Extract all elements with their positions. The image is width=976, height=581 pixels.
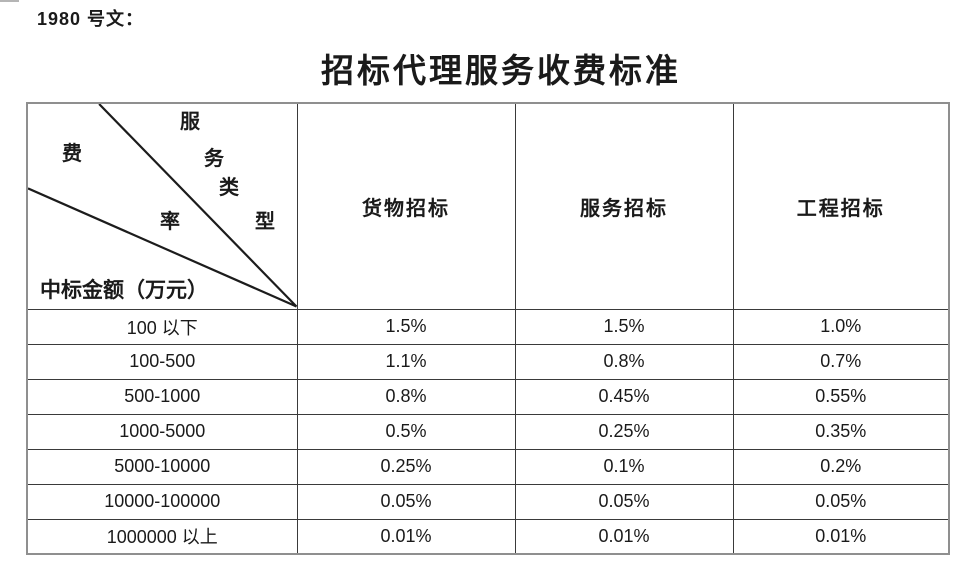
fee-value: 0.8% xyxy=(514,343,734,380)
fee-value: 1.5% xyxy=(514,308,734,345)
table-row: 100-500 1.1% 0.8% 0.7% xyxy=(26,343,950,380)
corner-char-service-4: 型 xyxy=(255,211,275,233)
fee-value: 0.55% xyxy=(732,378,950,415)
fee-value: 1.1% xyxy=(296,343,516,380)
fee-value: 0.05% xyxy=(732,483,950,520)
fee-value: 0.05% xyxy=(296,483,516,520)
fee-value: 0.2% xyxy=(732,448,950,485)
page-title: 招标代理服务收费标准 xyxy=(321,54,681,90)
row-label: 5000-10000 xyxy=(26,448,298,485)
fee-value: 0.25% xyxy=(296,448,516,485)
fee-standard-table: 服 务 类 型 费 率 中标金额（万元） 货物招标 服务招标 工程招标 100 … xyxy=(26,102,950,555)
table-row: 500-1000 0.8% 0.45% 0.55% xyxy=(26,378,950,415)
fee-value: 0.45% xyxy=(514,378,734,415)
column-header-goods: 货物招标 xyxy=(296,102,516,310)
table-row: 1000-5000 0.5% 0.25% 0.35% xyxy=(26,413,950,450)
fee-value: 1.5% xyxy=(296,308,516,345)
corner-char-service-1: 服 xyxy=(180,111,200,133)
table-row: 100 以下 1.5% 1.5% 1.0% xyxy=(26,308,950,345)
corner-char-fee-2: 率 xyxy=(160,211,180,233)
fee-value: 0.1% xyxy=(514,448,734,485)
column-header-service: 服务招标 xyxy=(514,102,734,310)
row-label: 100-500 xyxy=(26,343,298,380)
row-label: 1000-5000 xyxy=(26,413,298,450)
row-label: 100 以下 xyxy=(26,308,298,345)
corner-char-fee-1: 费 xyxy=(62,143,82,165)
fee-value: 0.7% xyxy=(732,343,950,380)
table-row: 1000000 以上 0.01% 0.01% 0.01% xyxy=(26,518,950,555)
fee-value: 0.01% xyxy=(514,518,734,555)
fee-value: 0.01% xyxy=(732,518,950,555)
table-header-row: 服 务 类 型 费 率 中标金额（万元） 货物招标 服务招标 工程招标 xyxy=(26,102,950,310)
page-edge-artifact xyxy=(0,0,19,2)
table-row: 10000-100000 0.05% 0.05% 0.05% xyxy=(26,483,950,520)
diagonal-divider-lines xyxy=(28,104,297,308)
corner-char-service-2: 务 xyxy=(204,148,224,170)
table-row: 5000-10000 0.25% 0.1% 0.2% xyxy=(26,448,950,485)
fee-value: 0.8% xyxy=(296,378,516,415)
row-label: 1000000 以上 xyxy=(26,518,298,555)
fee-value: 0.5% xyxy=(296,413,516,450)
fee-value: 0.01% xyxy=(296,518,516,555)
column-header-engineering: 工程招标 xyxy=(732,102,950,310)
corner-header-cell: 服 务 类 型 费 率 中标金额（万元） xyxy=(26,102,298,310)
corner-char-service-3: 类 xyxy=(219,177,239,199)
fee-value: 0.25% xyxy=(514,413,734,450)
fee-value: 1.0% xyxy=(732,308,950,345)
amount-axis-label: 中标金额（万元） xyxy=(40,278,208,302)
row-label: 500-1000 xyxy=(26,378,298,415)
row-label: 10000-100000 xyxy=(26,483,298,520)
doc-number-label: 1980 号文： xyxy=(37,9,145,29)
fee-value: 0.05% xyxy=(514,483,734,520)
fee-value: 0.35% xyxy=(732,413,950,450)
